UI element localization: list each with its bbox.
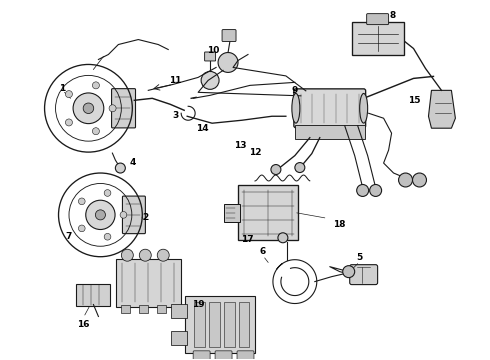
Circle shape: [218, 53, 238, 72]
FancyBboxPatch shape: [116, 259, 181, 306]
FancyBboxPatch shape: [224, 204, 240, 222]
Circle shape: [369, 184, 382, 197]
Circle shape: [139, 249, 151, 261]
Circle shape: [343, 266, 355, 278]
FancyBboxPatch shape: [76, 284, 110, 306]
FancyBboxPatch shape: [222, 30, 236, 41]
Text: 3: 3: [172, 111, 178, 120]
Circle shape: [93, 128, 99, 135]
Circle shape: [413, 173, 426, 187]
FancyBboxPatch shape: [352, 22, 404, 55]
FancyBboxPatch shape: [350, 265, 378, 285]
Text: 5: 5: [357, 253, 363, 262]
Text: 15: 15: [408, 96, 421, 105]
Ellipse shape: [292, 94, 300, 123]
FancyBboxPatch shape: [194, 302, 205, 347]
FancyBboxPatch shape: [205, 52, 216, 61]
FancyBboxPatch shape: [185, 296, 255, 353]
Circle shape: [104, 233, 111, 240]
Circle shape: [398, 173, 413, 187]
FancyBboxPatch shape: [215, 351, 232, 360]
FancyBboxPatch shape: [367, 14, 389, 24]
FancyBboxPatch shape: [157, 305, 166, 314]
Text: 16: 16: [77, 320, 90, 329]
Text: 7: 7: [65, 232, 72, 241]
Text: 11: 11: [169, 76, 181, 85]
Circle shape: [78, 198, 85, 205]
Circle shape: [65, 119, 73, 126]
FancyBboxPatch shape: [193, 351, 210, 360]
Text: 8: 8: [390, 11, 396, 20]
Circle shape: [78, 225, 85, 232]
Text: 4: 4: [129, 158, 136, 167]
Circle shape: [73, 93, 104, 123]
Text: 2: 2: [142, 213, 148, 222]
Circle shape: [271, 165, 281, 175]
Circle shape: [83, 103, 94, 113]
Circle shape: [115, 163, 125, 173]
Text: 19: 19: [192, 300, 204, 309]
Ellipse shape: [360, 94, 368, 123]
Circle shape: [157, 249, 169, 261]
Circle shape: [278, 233, 288, 243]
FancyBboxPatch shape: [239, 302, 249, 347]
FancyBboxPatch shape: [121, 305, 130, 314]
Text: 9: 9: [292, 86, 298, 95]
Text: 12: 12: [249, 148, 261, 157]
FancyBboxPatch shape: [139, 305, 148, 314]
FancyBboxPatch shape: [171, 331, 187, 345]
FancyBboxPatch shape: [294, 89, 366, 128]
Circle shape: [109, 105, 116, 112]
Circle shape: [357, 184, 368, 197]
Text: 1: 1: [59, 84, 66, 93]
FancyBboxPatch shape: [122, 196, 146, 234]
Circle shape: [93, 82, 99, 89]
Circle shape: [120, 212, 127, 218]
FancyBboxPatch shape: [171, 304, 187, 318]
Polygon shape: [428, 90, 455, 128]
FancyBboxPatch shape: [295, 125, 365, 139]
Text: 10: 10: [207, 46, 220, 55]
Text: 18: 18: [334, 220, 346, 229]
Text: 17: 17: [241, 235, 253, 244]
FancyBboxPatch shape: [209, 302, 220, 347]
Circle shape: [96, 210, 105, 220]
Circle shape: [295, 163, 305, 172]
FancyBboxPatch shape: [223, 302, 235, 347]
Text: 6: 6: [260, 247, 266, 256]
Circle shape: [104, 190, 111, 196]
FancyBboxPatch shape: [237, 351, 254, 360]
Circle shape: [122, 249, 133, 261]
Circle shape: [65, 91, 73, 98]
Circle shape: [86, 200, 115, 230]
FancyBboxPatch shape: [112, 89, 136, 128]
Text: 13: 13: [234, 141, 246, 150]
Text: 14: 14: [196, 124, 208, 133]
FancyBboxPatch shape: [238, 185, 298, 240]
Circle shape: [201, 71, 219, 89]
